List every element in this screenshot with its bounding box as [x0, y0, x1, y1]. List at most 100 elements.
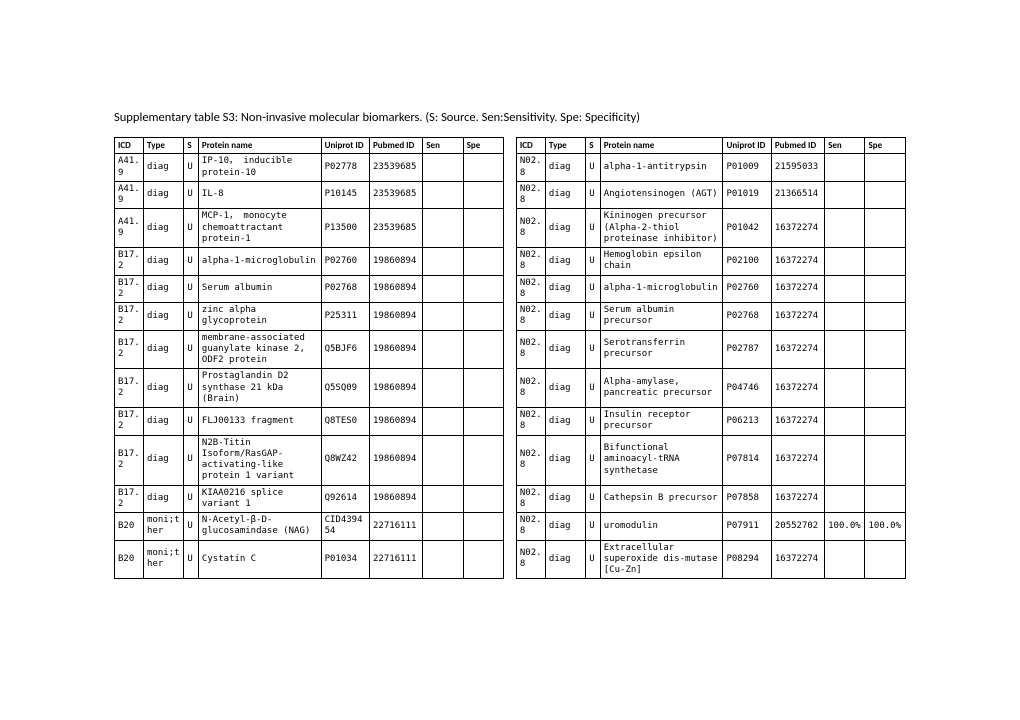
- cell-s-r: U: [586, 154, 601, 182]
- cell-uniprot-r: P01019: [723, 181, 771, 209]
- cell-gap: [503, 408, 516, 436]
- cell-s-l: U: [184, 513, 199, 541]
- h-uniprot-r: Uniprot ID: [723, 138, 771, 154]
- cell-icd-r: N02.8: [516, 369, 545, 408]
- cell-spe-l: [463, 154, 503, 182]
- cell-spe-r: [865, 369, 906, 408]
- cell-sen-r: [825, 330, 865, 369]
- cell-s-l: U: [184, 248, 199, 276]
- cell-spe-l: [463, 485, 503, 513]
- cell-protein-r: Kininogen precursor (Alpha-2-thiol prote…: [600, 209, 723, 248]
- cell-sen-l: [423, 181, 463, 209]
- cell-uniprot-r: P07814: [723, 435, 771, 485]
- cell-sen-l: [423, 513, 463, 541]
- cell-protein-l: zinc alpha glycoprotein: [198, 303, 321, 331]
- cell-type-r: diag: [545, 154, 585, 182]
- cell-gap: [503, 540, 516, 579]
- cell-sen-l: [423, 275, 463, 303]
- cell-s-r: U: [586, 303, 601, 331]
- cell-s-l: U: [184, 181, 199, 209]
- cell-uniprot-r: P07858: [723, 485, 771, 513]
- cell-pubmed-r: 16372274: [771, 248, 824, 276]
- table-row: A41.9diagUIP-10， inducible protein-10P02…: [115, 154, 906, 182]
- cell-pubmed-l: 19860894: [370, 485, 423, 513]
- cell-type-l: diag: [144, 330, 184, 369]
- table-row: B17.2diagUalpha-1-microglobulinP02760198…: [115, 248, 906, 276]
- cell-s-l: U: [184, 330, 199, 369]
- cell-spe-l: [463, 209, 503, 248]
- cell-type-r: diag: [545, 181, 585, 209]
- cell-sen-r: 100.0%: [825, 513, 865, 541]
- cell-spe-l: [463, 181, 503, 209]
- cell-spe-l: [463, 513, 503, 541]
- h-spe-r: Spe: [865, 138, 906, 154]
- cell-pubmed-r: 16372274: [771, 435, 824, 485]
- cell-sen-l: [423, 435, 463, 485]
- cell-s-r: U: [586, 248, 601, 276]
- cell-s-r: U: [586, 181, 601, 209]
- cell-uniprot-r: P02768: [723, 303, 771, 331]
- cell-type-r: diag: [545, 540, 585, 579]
- h-sen-r: Sen: [825, 138, 865, 154]
- cell-type-l: diag: [144, 435, 184, 485]
- cell-icd-r: N02.8: [516, 408, 545, 436]
- cell-spe-l: [463, 369, 503, 408]
- h-s-r: S: [586, 138, 601, 154]
- cell-type-l: diag: [144, 209, 184, 248]
- cell-icd-l: B17.2: [115, 485, 144, 513]
- cell-uniprot-l: P01034: [321, 540, 369, 579]
- cell-type-r: diag: [545, 485, 585, 513]
- h-pubmed-r: Pubmed ID: [771, 138, 824, 154]
- cell-sen-r: [825, 485, 865, 513]
- cell-s-l: U: [184, 485, 199, 513]
- cell-pubmed-r: 16372274: [771, 485, 824, 513]
- cell-type-l: diag: [144, 485, 184, 513]
- table-row: B17.2diagUFLJ00133 fragmentQ8TES01986089…: [115, 408, 906, 436]
- cell-s-r: U: [586, 408, 601, 436]
- cell-protein-r: alpha-1-microglobulin: [600, 275, 723, 303]
- cell-sen-r: [825, 275, 865, 303]
- cell-icd-l: B17.2: [115, 275, 144, 303]
- cell-gap: [503, 485, 516, 513]
- cell-spe-l: [463, 275, 503, 303]
- cell-pubmed-l: 19860894: [370, 303, 423, 331]
- cell-s-r: U: [586, 513, 601, 541]
- cell-pubmed-r: 16372274: [771, 369, 824, 408]
- cell-type-l: diag: [144, 369, 184, 408]
- cell-icd-r: N02.8: [516, 248, 545, 276]
- cell-uniprot-l: P25311: [321, 303, 369, 331]
- cell-gap: [503, 369, 516, 408]
- cell-pubmed-l: 22716111: [370, 513, 423, 541]
- cell-type-r: diag: [545, 330, 585, 369]
- cell-icd-l: A41.9: [115, 181, 144, 209]
- cell-gap: [503, 248, 516, 276]
- cell-type-r: diag: [545, 303, 585, 331]
- table-row: B20moni;therUCystatin CP0103422716111N02…: [115, 540, 906, 579]
- cell-protein-l: FLJ00133 fragment: [198, 408, 321, 436]
- cell-uniprot-l: P13500: [321, 209, 369, 248]
- cell-protein-l: Cystatin C: [198, 540, 321, 579]
- cell-spe-r: [865, 275, 906, 303]
- table-title: Supplementary table S3: Non-invasive mol…: [114, 110, 906, 125]
- cell-pubmed-l: 23539685: [370, 154, 423, 182]
- cell-spe-r: [865, 485, 906, 513]
- cell-s-r: U: [586, 369, 601, 408]
- cell-uniprot-r: P08294: [723, 540, 771, 579]
- cell-sen-l: [423, 485, 463, 513]
- cell-gap: [503, 513, 516, 541]
- cell-icd-l: B17.2: [115, 435, 144, 485]
- cell-gap: [503, 181, 516, 209]
- cell-pubmed-r: 21366514: [771, 181, 824, 209]
- cell-sen-r: [825, 154, 865, 182]
- h-pubmed-l: Pubmed ID: [370, 138, 423, 154]
- cell-uniprot-l: Q5SQ09: [321, 369, 369, 408]
- cell-s-l: U: [184, 540, 199, 579]
- cell-protein-r: Cathepsin B precursor: [600, 485, 723, 513]
- cell-s-l: U: [184, 209, 199, 248]
- cell-protein-l: N2B-Titin Isoform/RasGAP-activating-like…: [198, 435, 321, 485]
- cell-icd-l: B17.2: [115, 303, 144, 331]
- cell-uniprot-l: CID439454: [321, 513, 369, 541]
- cell-protein-r: alpha-1-antitrypsin: [600, 154, 723, 182]
- h-type-l: Type: [144, 138, 184, 154]
- cell-type-r: diag: [545, 248, 585, 276]
